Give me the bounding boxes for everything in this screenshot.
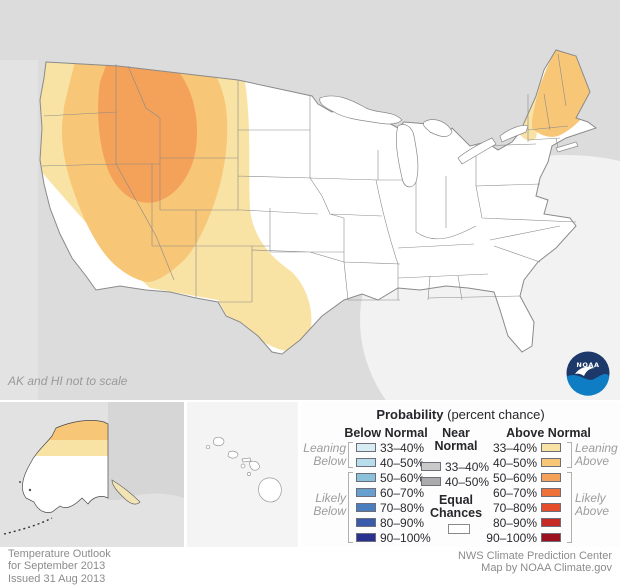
legend-row: 80–90%	[479, 515, 561, 530]
lake-superior	[319, 95, 403, 125]
below-swatch-33-40	[356, 443, 376, 452]
alaska-island-dot	[19, 481, 21, 483]
alaska-inset	[0, 402, 184, 547]
ak-hi-scale-note: AK and HI not to scale	[8, 374, 128, 388]
footer-bar: Temperature Outlook for September 2013 I…	[0, 547, 620, 585]
legend-row: 33–40%	[421, 459, 489, 474]
alaska-panhandle	[111, 479, 141, 505]
below-swatch-90-100	[356, 533, 376, 542]
above-swatch-33-40	[541, 443, 561, 452]
island-maui	[249, 460, 260, 471]
probability-legend: Probability (percent chance) Below Norma…	[301, 402, 620, 547]
equal-chances-swatch	[448, 524, 470, 534]
bracket-leaning-above	[567, 442, 572, 468]
long-island	[555, 141, 579, 153]
group-label-likely-above: Likely Above	[575, 491, 610, 518]
aleutian-islands	[3, 517, 53, 535]
lake-michigan	[396, 124, 419, 188]
noaa-logo-blue-wave	[566, 374, 610, 396]
legend-row: 80–90%	[356, 515, 431, 530]
alaska-island-dot	[28, 488, 32, 492]
below-swatch-70-80	[356, 503, 376, 512]
conus-outlook-map: NOAA AK and HI not to scale	[0, 0, 620, 485]
near-swatch-33-40	[421, 462, 441, 471]
equal-chances-label: Equal Chances	[429, 493, 483, 520]
noaa-logo-text: NOAA	[576, 361, 599, 369]
legend-header-near-normal: Near Normal	[434, 426, 478, 453]
near-normal-rows: 33–40% 40–50%	[421, 459, 489, 489]
island-kauai	[212, 436, 225, 447]
legend-row: 50–60%	[479, 470, 561, 485]
island-oahu	[227, 450, 239, 459]
conus-map-svg: NOAA	[0, 0, 620, 485]
legend-row: 40–50%	[421, 474, 489, 489]
above-normal-rows: 33–40% 40–50% 50–60% 60–70% 70–80% 80–90…	[479, 440, 561, 545]
legend-row: 50–60%	[356, 470, 431, 485]
bracket-likely-above	[567, 472, 572, 543]
legend-row: 40–50%	[479, 455, 561, 470]
footer-title: Temperature Outlook for September 2013 I…	[8, 548, 111, 585]
legend-title: Probability (percent chance)	[301, 407, 620, 422]
noaa-logo: NOAA	[566, 351, 610, 396]
legend-header-above-normal: Above Normal	[506, 426, 591, 440]
above-swatch-40-50	[541, 458, 561, 467]
above-swatch-80-90	[541, 518, 561, 527]
above-swatch-70-80	[541, 503, 561, 512]
legend-row: 70–80%	[479, 500, 561, 515]
below-swatch-50-60	[356, 473, 376, 482]
footer-credit: NWS Climate Prediction Center Map by NOA…	[457, 550, 612, 575]
legend-row: 60–70%	[356, 485, 431, 500]
alaska-canada-land	[108, 402, 184, 500]
legend-row: 90–100%	[479, 530, 561, 545]
island-niihau	[205, 444, 211, 450]
insets-row: Probability (percent chance) Below Norma…	[0, 400, 620, 547]
bracket-likely-below	[348, 472, 353, 543]
island-lanai	[240, 463, 246, 469]
legend-row: 60–70%	[479, 485, 561, 500]
group-label-leaning-below: Leaning Below	[303, 441, 346, 468]
group-label-leaning-above: Leaning Above	[575, 441, 618, 468]
hawaii-inset-svg	[187, 402, 298, 547]
bracket-leaning-below	[348, 442, 353, 468]
below-swatch-80-90	[356, 518, 376, 527]
below-normal-rows: 33–40% 40–50% 50–60% 60–70% 70–80% 80–90…	[356, 440, 431, 545]
below-swatch-40-50	[356, 458, 376, 467]
state-borders	[41, 53, 577, 303]
legend-title-suffix: (percent chance)	[443, 407, 545, 422]
hawaii-inset	[187, 402, 298, 547]
region-above-50-60	[98, 60, 197, 203]
island-molokai	[241, 457, 252, 463]
legend-row: 40–50%	[356, 455, 431, 470]
above-swatch-60-70	[541, 488, 561, 497]
legend-title-bold: Probability	[376, 407, 444, 422]
lake-huron	[423, 119, 453, 137]
island-kahoolawe	[247, 472, 251, 476]
above-swatch-90-100	[541, 533, 561, 542]
below-swatch-60-70	[356, 488, 376, 497]
legend-row: 33–40%	[479, 440, 561, 455]
hawaii-ocean	[187, 402, 298, 547]
lake-erie	[457, 137, 497, 165]
near-swatch-40-50	[421, 477, 441, 486]
island-hawaii	[258, 477, 282, 503]
legend-row: 70–80%	[356, 500, 431, 515]
legend-row: 33–40%	[356, 440, 431, 455]
pacific-ocean	[0, 60, 38, 402]
legend-row: 90–100%	[356, 530, 431, 545]
group-label-likely-below: Likely Below	[313, 491, 346, 518]
legend-header-below-normal: Below Normal	[344, 426, 428, 440]
great-lakes	[319, 95, 579, 188]
hawaiian-islands	[205, 436, 282, 503]
above-swatch-50-60	[541, 473, 561, 482]
alaska-inset-svg	[0, 402, 184, 547]
lake-ontario	[499, 125, 529, 143]
noaa-logo-gull	[575, 366, 595, 376]
